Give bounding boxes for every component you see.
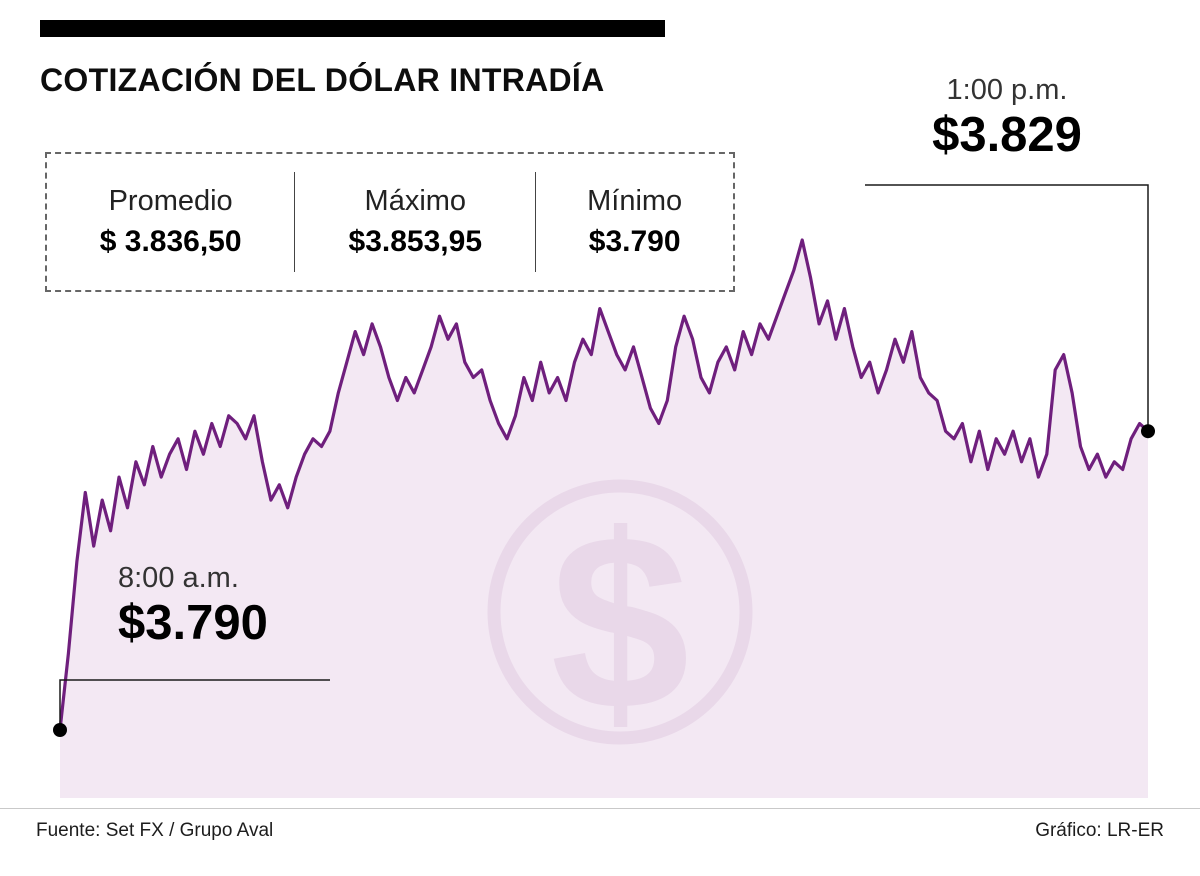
dollar-watermark-icon: $	[487, 479, 753, 762]
stat-maximo: Máximo $3.853,95	[295, 185, 535, 259]
chart-price-line	[58, 238, 1150, 732]
start-annotation-connector	[59, 679, 330, 730]
footer-divider	[0, 808, 1200, 809]
dollar-symbol: $	[550, 483, 689, 762]
footer-source: Fuente: Set FX / Grupo Aval	[36, 820, 274, 841]
end-annotation-value: $3.829	[932, 108, 1082, 162]
stats-divider	[294, 171, 296, 273]
stat-minimo-label: Mínimo	[587, 185, 683, 217]
stat-minimo: Mínimo $3.790	[536, 185, 733, 259]
top-accent-bar	[40, 20, 665, 37]
end-annotation-connector	[865, 184, 1149, 432]
start-point-dot	[53, 723, 67, 737]
start-annotation-time: 8:00 a.m.	[118, 562, 239, 594]
end-annotation: 1:00 p.m. $3.829	[865, 74, 1149, 163]
page-title: COTIZACIÓN DEL DÓLAR INTRADÍA	[40, 62, 605, 98]
footer-credit: Gráfico: LR-ER	[1035, 820, 1164, 841]
stats-box: Promedio $ 3.836,50 Máximo $3.853,95 Mín…	[45, 152, 735, 292]
start-annotation-value: $3.790	[118, 596, 268, 650]
end-annotation-time: 1:00 p.m.	[946, 74, 1068, 106]
stat-promedio: Promedio $ 3.836,50	[47, 185, 294, 259]
stat-minimo-value: $3.790	[588, 225, 681, 258]
stat-promedio-label: Promedio	[108, 185, 233, 217]
stat-maximo-value: $3.853,95	[348, 225, 483, 258]
stat-promedio-value: $ 3.836,50	[99, 225, 242, 258]
end-point-dot	[1141, 424, 1155, 439]
start-annotation: 8:00 a.m. $3.790	[118, 562, 268, 651]
chart-area-fill	[60, 240, 1148, 798]
stat-maximo-label: Máximo	[364, 185, 467, 217]
stats-divider	[535, 171, 537, 273]
